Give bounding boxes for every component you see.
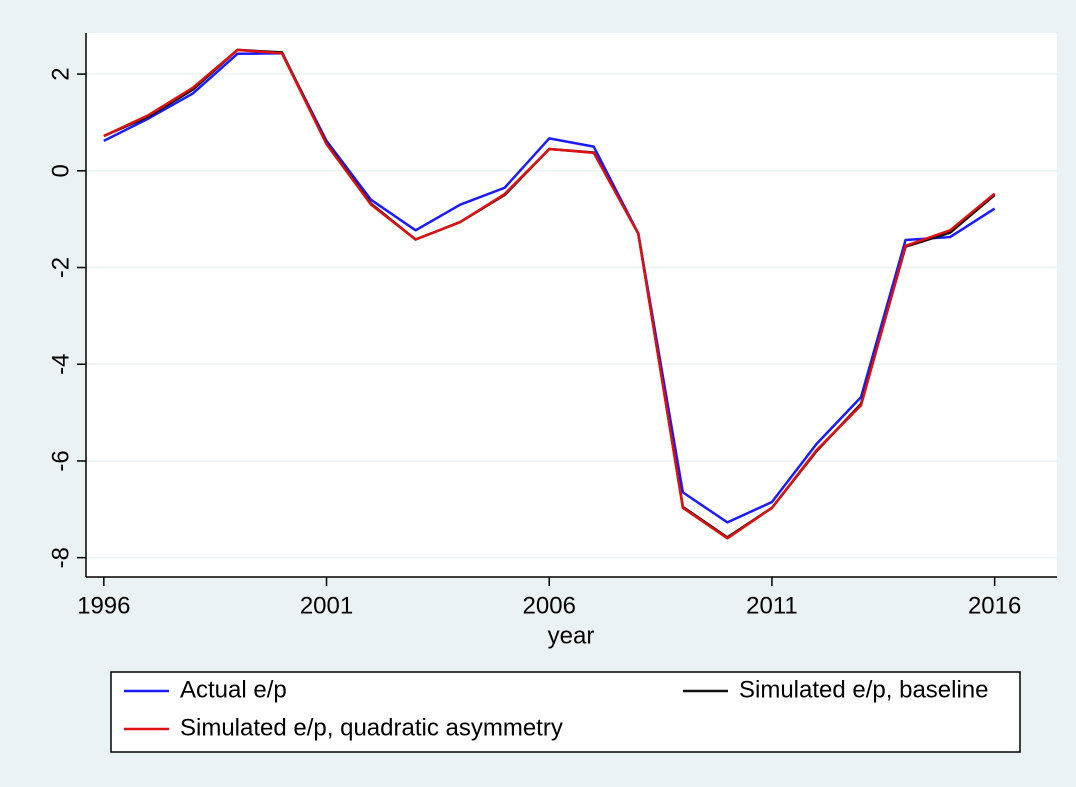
plot-area — [86, 33, 1057, 577]
x-tick-label: 2006 — [523, 592, 576, 619]
y-tick-label: -8 — [47, 547, 74, 568]
x-axis-label: year — [548, 622, 595, 649]
x-tick-label: 2011 — [746, 592, 798, 619]
y-tick-label: -2 — [47, 257, 74, 278]
y-tick-label: -6 — [47, 450, 74, 471]
x-tick-label: 1996 — [77, 592, 130, 619]
series-line — [103, 52, 996, 524]
legend — [110, 671, 1021, 753]
legend-label: Simulated e/p, baseline — [739, 676, 989, 703]
legend-label: Simulated e/p, quadratic asymmetry — [180, 714, 563, 741]
x-tick-label: 2016 — [968, 592, 1021, 619]
legend-label: Actual e/p — [180, 676, 287, 703]
y-tick-label: 2 — [47, 67, 74, 80]
y-tick-label: 0 — [47, 164, 74, 177]
y-tick-label: -4 — [47, 354, 74, 375]
x-tick-label: 2001 — [300, 592, 353, 619]
series-line — [103, 48, 996, 540]
